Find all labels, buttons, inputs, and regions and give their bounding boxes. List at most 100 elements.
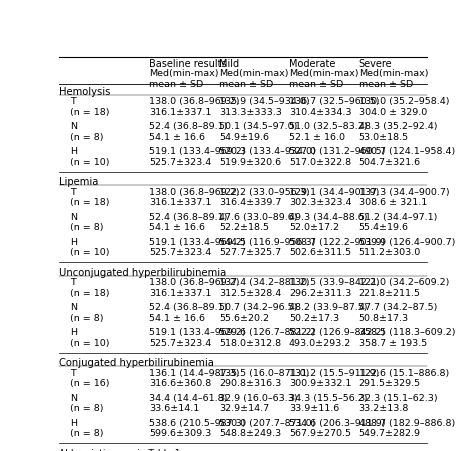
Text: 135.9 (34.5–934.0): 135.9 (34.5–934.0) <box>219 97 310 106</box>
Text: 508.7 (122.2–901.9): 508.7 (122.2–901.9) <box>289 237 385 246</box>
Text: mean ± SD: mean ± SD <box>359 79 413 88</box>
Text: H: H <box>70 237 77 246</box>
Text: 549.7±282.9: 549.7±282.9 <box>359 428 420 437</box>
Text: 290.8±316.3: 290.8±316.3 <box>219 378 281 387</box>
Text: 529.6 (126.7–881.2): 529.6 (126.7–881.2) <box>219 327 315 336</box>
Text: 544.5 (116.9–956.3): 544.5 (116.9–956.3) <box>219 237 315 246</box>
Text: 33.6±14.1: 33.6±14.1 <box>149 404 200 413</box>
Text: 50.2±17.3: 50.2±17.3 <box>289 313 339 322</box>
Text: 52.4 (36.8–89.1): 52.4 (36.8–89.1) <box>149 212 228 221</box>
Text: 519.1 (133.4–969.2): 519.1 (133.4–969.2) <box>149 237 246 246</box>
Text: 539.9 (126.4–900.7): 539.9 (126.4–900.7) <box>359 237 455 246</box>
Text: 504.7±321.6: 504.7±321.6 <box>359 157 421 166</box>
Text: 52.4 (36.8–89.1): 52.4 (36.8–89.1) <box>149 303 228 311</box>
Text: 47.7 (34.2–87.5): 47.7 (34.2–87.5) <box>359 303 437 311</box>
Text: 567.9±270.5: 567.9±270.5 <box>289 428 351 437</box>
Text: 129.1 (34.4–901.9): 129.1 (34.4–901.9) <box>289 187 379 196</box>
Text: (n = 10): (n = 10) <box>70 248 110 257</box>
Text: Moderate: Moderate <box>289 60 335 69</box>
Text: 358.5 (118.3–609.2): 358.5 (118.3–609.2) <box>359 327 455 336</box>
Text: 519.9±320.6: 519.9±320.6 <box>219 157 281 166</box>
Text: 54.1 ± 16.6: 54.1 ± 16.6 <box>149 313 205 322</box>
Text: Hemolysis: Hemolysis <box>59 87 110 97</box>
Text: (n = 8): (n = 8) <box>70 404 104 413</box>
Text: 525.7±323.4: 525.7±323.4 <box>149 157 211 166</box>
Text: Med(min-max): Med(min-max) <box>359 69 428 78</box>
Text: 527.0 (131.2–960.5): 527.0 (131.2–960.5) <box>289 147 385 156</box>
Text: H: H <box>70 327 77 336</box>
Text: (n = 8): (n = 8) <box>70 133 104 142</box>
Text: 493.0±293.2: 493.0±293.2 <box>289 338 351 347</box>
Text: (n = 16): (n = 16) <box>70 378 110 387</box>
Text: 49.3 (34.4–88.6): 49.3 (34.4–88.6) <box>289 212 367 221</box>
Text: 548.8±249.3: 548.8±249.3 <box>219 428 281 437</box>
Text: Baseline results: Baseline results <box>149 60 227 69</box>
Text: 519.1 (133.4–969.2): 519.1 (133.4–969.2) <box>149 147 246 156</box>
Text: T: T <box>70 368 76 377</box>
Text: 32.9 (16.0–63.3): 32.9 (16.0–63.3) <box>219 393 298 402</box>
Text: 518.0±312.8: 518.0±312.8 <box>219 338 281 347</box>
Text: N: N <box>70 122 77 131</box>
Text: 54.1 ± 16.6: 54.1 ± 16.6 <box>149 133 205 142</box>
Text: Conjugated hyperbilirubinemia: Conjugated hyperbilirubinemia <box>59 357 214 367</box>
Text: (n = 8): (n = 8) <box>70 223 104 232</box>
Text: T: T <box>70 187 76 196</box>
Text: 131.2 (15.5–911.9): 131.2 (15.5–911.9) <box>289 368 379 377</box>
Text: 122.2 (33.0–956.3): 122.2 (33.0–956.3) <box>219 187 310 196</box>
Text: 51.0 (32.5–83.2): 51.0 (32.5–83.2) <box>289 122 367 131</box>
Text: 136.1 (14.4–987.3): 136.1 (14.4–987.3) <box>149 368 240 377</box>
Text: 121.0 (34.2–609.2): 121.0 (34.2–609.2) <box>359 277 449 286</box>
Text: 137.4 (34.2–881.2): 137.4 (34.2–881.2) <box>219 277 310 286</box>
Text: (n = 10): (n = 10) <box>70 157 110 166</box>
Text: Lipemia: Lipemia <box>59 177 99 187</box>
Text: 300.9±332.1: 300.9±332.1 <box>289 378 351 387</box>
Text: Unconjugated hyperbilirubinemia: Unconjugated hyperbilirubinemia <box>59 267 227 277</box>
Text: Med(min-max): Med(min-max) <box>289 69 358 78</box>
Text: T: T <box>70 97 76 106</box>
Text: 48.2 (33.9–87.5): 48.2 (33.9–87.5) <box>289 303 367 311</box>
Text: 488.7 (182.9–886.8): 488.7 (182.9–886.8) <box>359 418 455 427</box>
Text: 527.7±325.7: 527.7±325.7 <box>219 248 281 257</box>
Text: 534.6 (206.3–911.9): 534.6 (206.3–911.9) <box>289 418 385 427</box>
Text: 308.6 ± 321.1: 308.6 ± 321.1 <box>359 198 427 207</box>
Text: 52.4 (36.8–89.1): 52.4 (36.8–89.1) <box>149 122 228 131</box>
Text: mean ± SD: mean ± SD <box>219 79 273 88</box>
Text: 47.6 (33.0–89.6): 47.6 (33.0–89.6) <box>219 212 298 221</box>
Text: 525.7±323.4: 525.7±323.4 <box>149 248 211 257</box>
Text: 34.4 (14.4–61.8): 34.4 (14.4–61.8) <box>149 393 228 402</box>
Text: 530.0 (207.7–871.0): 530.0 (207.7–871.0) <box>219 418 315 427</box>
Text: 511.2±303.0: 511.2±303.0 <box>359 248 421 257</box>
Text: (n = 18): (n = 18) <box>70 198 110 207</box>
Text: 52.0±17.2: 52.0±17.2 <box>289 223 339 232</box>
Text: 221.8±211.5: 221.8±211.5 <box>359 288 420 297</box>
Text: 520.3 (133.4–934.0): 520.3 (133.4–934.0) <box>219 147 316 156</box>
Text: (n = 8): (n = 8) <box>70 313 104 322</box>
Text: 54.9±19.6: 54.9±19.6 <box>219 133 269 142</box>
Text: 310.4±334.3: 310.4±334.3 <box>289 108 351 116</box>
Text: 51.2 (34.4–97.1): 51.2 (34.4–97.1) <box>359 212 437 221</box>
Text: (n = 10): (n = 10) <box>70 338 110 347</box>
Text: 304.0 ± 329.0: 304.0 ± 329.0 <box>359 108 427 116</box>
Text: 358.7 ± 193.5: 358.7 ± 193.5 <box>359 338 427 347</box>
Text: 52.1 ± 16.0: 52.1 ± 16.0 <box>289 133 345 142</box>
Text: 538.6 (210.5–987.3): 538.6 (210.5–987.3) <box>149 418 246 427</box>
Text: 138.0 (36.8–969.2): 138.0 (36.8–969.2) <box>149 187 240 196</box>
Text: 525.7±323.4: 525.7±323.4 <box>149 338 211 347</box>
Text: 53.0±18.5: 53.0±18.5 <box>359 133 409 142</box>
Text: 599.6±309.3: 599.6±309.3 <box>149 428 211 437</box>
Text: 52.2±18.5: 52.2±18.5 <box>219 223 269 232</box>
Text: 122.6 (15.1–886.8): 122.6 (15.1–886.8) <box>359 368 449 377</box>
Text: 316.4±339.7: 316.4±339.7 <box>219 198 282 207</box>
Text: 48.3 (35.2–92.4): 48.3 (35.2–92.4) <box>359 122 437 131</box>
Text: 490.7 (124.1–958.4): 490.7 (124.1–958.4) <box>359 147 455 156</box>
Text: 316.1±337.1: 316.1±337.1 <box>149 108 211 116</box>
Text: N: N <box>70 212 77 221</box>
Text: 138.0 (36.8–969.2): 138.0 (36.8–969.2) <box>149 277 240 286</box>
Text: 312.5±328.4: 312.5±328.4 <box>219 288 281 297</box>
Text: 519.1 (133.4–969.2): 519.1 (133.4–969.2) <box>149 327 246 336</box>
Text: 50.7 (34.2–96.5): 50.7 (34.2–96.5) <box>219 303 297 311</box>
Text: 135.5 (16.0–871.0): 135.5 (16.0–871.0) <box>219 368 310 377</box>
Text: 32.9±14.7: 32.9±14.7 <box>219 404 269 413</box>
Text: 517.0±322.8: 517.0±322.8 <box>289 157 351 166</box>
Text: N: N <box>70 393 77 402</box>
